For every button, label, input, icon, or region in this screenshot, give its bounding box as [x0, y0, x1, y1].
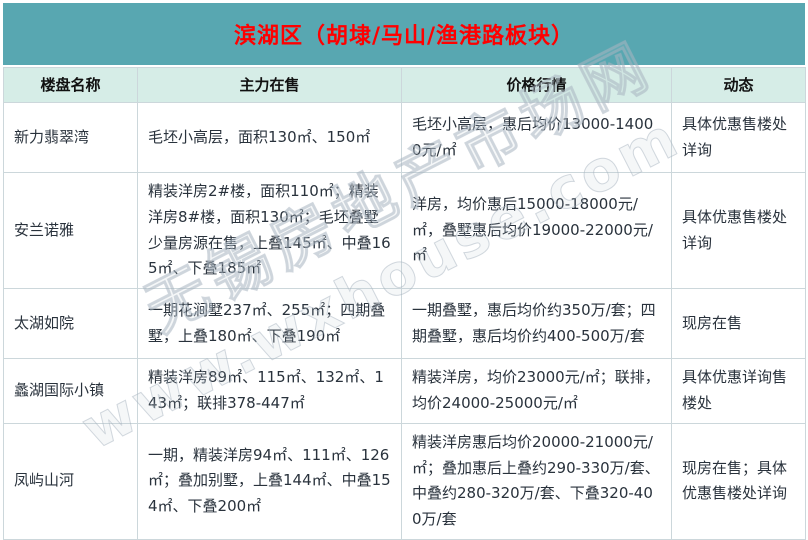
property-name: 新力翡翠湾 [3, 102, 138, 173]
table-row: 蠡湖国际小镇 精装洋房89㎡、115㎡、132㎡、143㎡；联排378-447㎡… [3, 358, 806, 424]
property-selling: 精装洋房89㎡、115㎡、132㎡、143㎡；联排378-447㎡ [137, 358, 402, 424]
property-status: 具体优惠售楼处详询 [671, 171, 806, 290]
property-status: 具体优惠详询售楼处 [671, 358, 806, 424]
column-header-name: 楼盘名称 [3, 67, 138, 103]
property-status: 现房在售；具体优惠售楼处详询 [671, 422, 806, 540]
property-price: 精装洋房，均价23000元/㎡；联排，均价24000-25000元/㎡ [401, 358, 672, 424]
property-listing-table: 楼盘名称 主力在售 价格行情 动态 新力翡翠湾 毛坯小高层，面积130㎡、150… [3, 67, 806, 540]
property-name: 蠡湖国际小镇 [3, 358, 138, 424]
column-header-status: 动态 [671, 67, 806, 103]
property-selling: 一期花涧墅237㎡、255㎡；四期叠墅，上叠180㎡、下叠190㎡ [137, 288, 402, 360]
property-price: 毛坯小高层，惠后均价13000-14000元/㎡ [401, 102, 672, 173]
property-selling: 精装洋房2#楼，面积110㎡；精装洋房8#楼，面积130㎡；毛坯叠墅少量房源在售… [137, 171, 402, 290]
property-name: 安兰诺雅 [3, 171, 138, 290]
table-row: 凤屿山河 一期，精装洋房94㎡、111㎡、126㎡；叠加别墅，上叠144㎡、中叠… [3, 422, 806, 540]
property-name: 太湖如院 [3, 288, 138, 360]
column-header-selling: 主力在售 [137, 67, 402, 103]
property-status: 现房在售 [671, 288, 806, 360]
property-selling: 一期，精装洋房94㎡、111㎡、126㎡；叠加别墅，上叠144㎡、中叠154㎡、… [137, 422, 402, 540]
property-status: 具体优惠售楼处详询 [671, 102, 806, 173]
property-price: 洋房，均价惠后15000-18000元/㎡，叠墅惠后均价19000-22000元… [401, 171, 672, 290]
table-row: 新力翡翠湾 毛坯小高层，面积130㎡、150㎡ 毛坯小高层，惠后均价13000-… [3, 102, 806, 173]
table-row: 太湖如院 一期花涧墅237㎡、255㎡；四期叠墅，上叠180㎡、下叠190㎡ 一… [3, 288, 806, 360]
table-row: 安兰诺雅 精装洋房2#楼，面积110㎡；精装洋房8#楼，面积130㎡；毛坯叠墅少… [3, 171, 806, 290]
property-price: 精装洋房惠后均价20000-21000元/㎡；叠加惠后上叠约290-330万/套… [401, 422, 672, 540]
column-header-price: 价格行情 [401, 67, 672, 103]
property-name: 凤屿山河 [3, 422, 138, 540]
property-selling: 毛坯小高层，面积130㎡、150㎡ [137, 102, 402, 173]
district-title: 滨湖区（胡埭/马山/渔港路板块） [233, 24, 575, 49]
listing-table-page: 滨湖区（胡埭/马山/渔港路板块） 楼盘名称 主力在售 价格行情 动态 新力翡翠湾… [3, 3, 806, 540]
column-header-row: 楼盘名称 主力在售 价格行情 动态 [3, 67, 806, 103]
property-price: 一期叠墅，惠后均价约350万/套；四期叠墅，惠后均价约400-500万/套 [401, 288, 672, 360]
district-title-bar: 滨湖区（胡埭/马山/渔港路板块） [3, 3, 805, 65]
